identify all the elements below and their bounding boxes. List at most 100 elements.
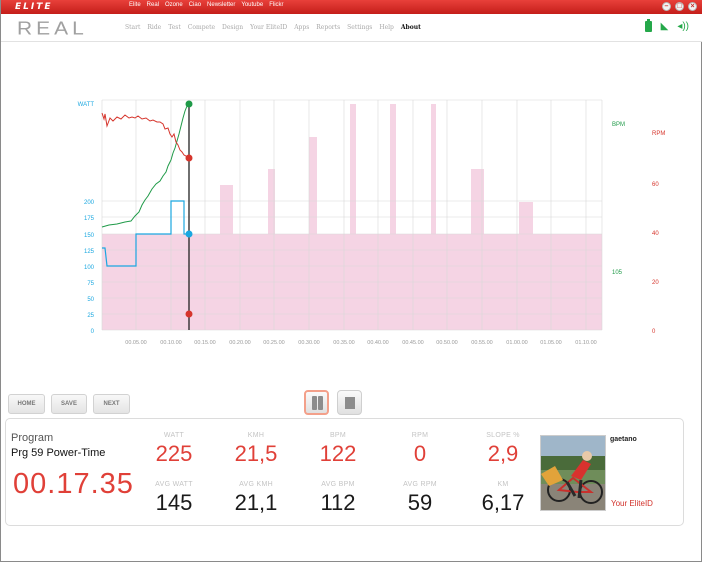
stat-label: RPM xyxy=(411,432,429,439)
minimize-icon[interactable]: – xyxy=(662,2,671,11)
toplink-ozone[interactable]: Ozone xyxy=(165,2,183,8)
rpm-tick: 40 xyxy=(652,231,659,237)
stat-avg-bpm: AVG BPM 112 xyxy=(301,481,375,516)
nav-help[interactable]: Help xyxy=(379,24,394,31)
time-tick: 01.00.00 xyxy=(506,340,527,346)
watt-axis-label: WATT xyxy=(78,102,95,108)
stat-value: 225 xyxy=(155,441,193,466)
time-tick: 00.50.00 xyxy=(436,340,457,346)
rpm-axis-label: RPM xyxy=(652,131,665,137)
pause-button[interactable] xyxy=(304,390,329,415)
rpm-tick: 60 xyxy=(652,182,659,188)
time-tick: 00.05.00 xyxy=(125,340,146,346)
stat-avg-watt: AVG WATT 145 xyxy=(137,481,211,516)
bpm-axis-label: BPM xyxy=(612,122,625,128)
program-interval xyxy=(431,104,436,234)
watt-tick: 200 xyxy=(84,200,95,206)
toplink-elite[interactable]: Elite xyxy=(129,2,141,8)
stat-value: 6,17 xyxy=(481,490,525,515)
stat-label: WATT xyxy=(163,432,185,439)
stat-rpm: RPM 0 xyxy=(383,432,457,467)
nav-reports[interactable]: Reports xyxy=(316,24,341,31)
time-tick: 00.35.00 xyxy=(333,340,354,346)
nav-compete[interactable]: Compete xyxy=(187,24,216,31)
rpm-tick: 20 xyxy=(652,280,659,286)
nav-start[interactable]: Start xyxy=(125,24,141,31)
nav-apps[interactable]: Apps xyxy=(294,24,310,31)
stat-label: SLOPE % xyxy=(486,432,520,439)
real-logo: REAL xyxy=(17,18,88,39)
your-eliteid-link[interactable]: Your EliteID xyxy=(611,499,653,508)
stat-kmh: KMH 21,5 xyxy=(219,432,293,467)
home-button[interactable]: HOME xyxy=(8,394,45,414)
time-tick: 00.40.00 xyxy=(367,340,388,346)
top-links: Elite Real Ozone Ciao Newsletter Youtube… xyxy=(129,2,284,8)
header: REAL Start Ride Test Compete Design Your… xyxy=(1,14,702,42)
save-button[interactable]: SAVE xyxy=(51,394,87,414)
stat-value: 59 xyxy=(407,490,433,515)
toplink-newsletter[interactable]: Newsletter xyxy=(207,2,236,8)
slope-cursor-dot xyxy=(185,310,193,318)
stat-km: KM 6,17 xyxy=(466,481,540,516)
pause-icon xyxy=(318,396,323,410)
watt-ticks: 200 175 150 125 100 75 50 25 0 xyxy=(84,200,95,335)
program-interval xyxy=(309,137,317,234)
stat-value: 0 xyxy=(413,441,427,466)
nav-your-eliteid[interactable]: Your EliteID xyxy=(250,24,288,31)
battery-icon xyxy=(644,19,652,32)
time-ticks: 00.05.00 00.10.00 00.15.00 00.20.00 00.2… xyxy=(125,340,596,346)
nav-ride[interactable]: Ride xyxy=(147,24,162,31)
elapsed-time: 00.17.35 xyxy=(13,468,134,500)
toplink-youtube[interactable]: Youtube xyxy=(241,2,264,8)
nav-about[interactable]: About xyxy=(400,24,421,31)
program-interval xyxy=(220,185,233,234)
program-interval xyxy=(390,104,396,234)
time-tick: 00.55.00 xyxy=(471,340,492,346)
watt-tick: 50 xyxy=(87,297,94,303)
stat-label: KMH xyxy=(247,432,265,439)
time-tick: 00.45.00 xyxy=(402,340,423,346)
stat-label: AVG RPM xyxy=(403,481,437,488)
stats-panel: Program Prg 59 Power-Time 00.17.35 WATT … xyxy=(5,418,684,526)
nav-design[interactable]: Design xyxy=(222,24,244,31)
watt-cursor-dot xyxy=(185,230,193,238)
stat-value: 21,1 xyxy=(234,490,278,515)
stat-value: 112 xyxy=(320,490,356,515)
rpm-series-line xyxy=(101,112,190,159)
stat-avg-rpm: AVG RPM 59 xyxy=(383,481,457,516)
time-tick: 00.25.00 xyxy=(263,340,284,346)
nav-test[interactable]: Test xyxy=(168,24,181,31)
stat-label: KM xyxy=(497,481,509,488)
program-name: Prg 59 Power-Time xyxy=(11,447,106,459)
next-button[interactable]: NEXT xyxy=(93,394,130,414)
elite-logo: ELITE xyxy=(15,2,53,12)
stat-label: AVG BPM xyxy=(321,481,355,488)
stat-value: 145 xyxy=(155,490,193,515)
time-tick: 01.10.00 xyxy=(575,340,596,346)
stat-label: AVG WATT xyxy=(155,481,193,488)
bpm-series-line xyxy=(101,103,190,228)
rpm-ticks: 60 40 20 0 xyxy=(652,182,659,335)
toplink-ciao[interactable]: Ciao xyxy=(188,2,202,8)
stat-label: AVG KMH xyxy=(239,481,273,488)
program-interval xyxy=(471,169,484,234)
time-tick: 00.10.00 xyxy=(160,340,181,346)
top-bar: ELITE Elite Real Ozone Ciao Newsletter Y… xyxy=(1,0,702,14)
stop-icon xyxy=(345,397,355,409)
toplink-real[interactable]: Real xyxy=(146,2,160,8)
stop-button[interactable] xyxy=(337,390,362,415)
maximize-icon[interactable]: □ xyxy=(675,2,684,11)
stat-value: 21,5 xyxy=(234,441,278,466)
watt-tick: 125 xyxy=(84,249,95,255)
stat-label: BPM xyxy=(329,432,347,439)
close-icon[interactable]: × xyxy=(688,2,697,11)
nav-settings[interactable]: Settings xyxy=(347,24,373,31)
bpm-cursor-dot xyxy=(185,100,193,108)
stat-value: 122 xyxy=(319,441,357,466)
toplink-flickr[interactable]: Flickr xyxy=(269,2,284,8)
user-avatar[interactable] xyxy=(540,435,606,511)
stat-avg-kmh: AVG KMH 21,1 xyxy=(219,481,293,516)
stat-watt: WATT 225 xyxy=(137,432,211,467)
status-icons: ◣ ◂)) xyxy=(644,19,689,32)
